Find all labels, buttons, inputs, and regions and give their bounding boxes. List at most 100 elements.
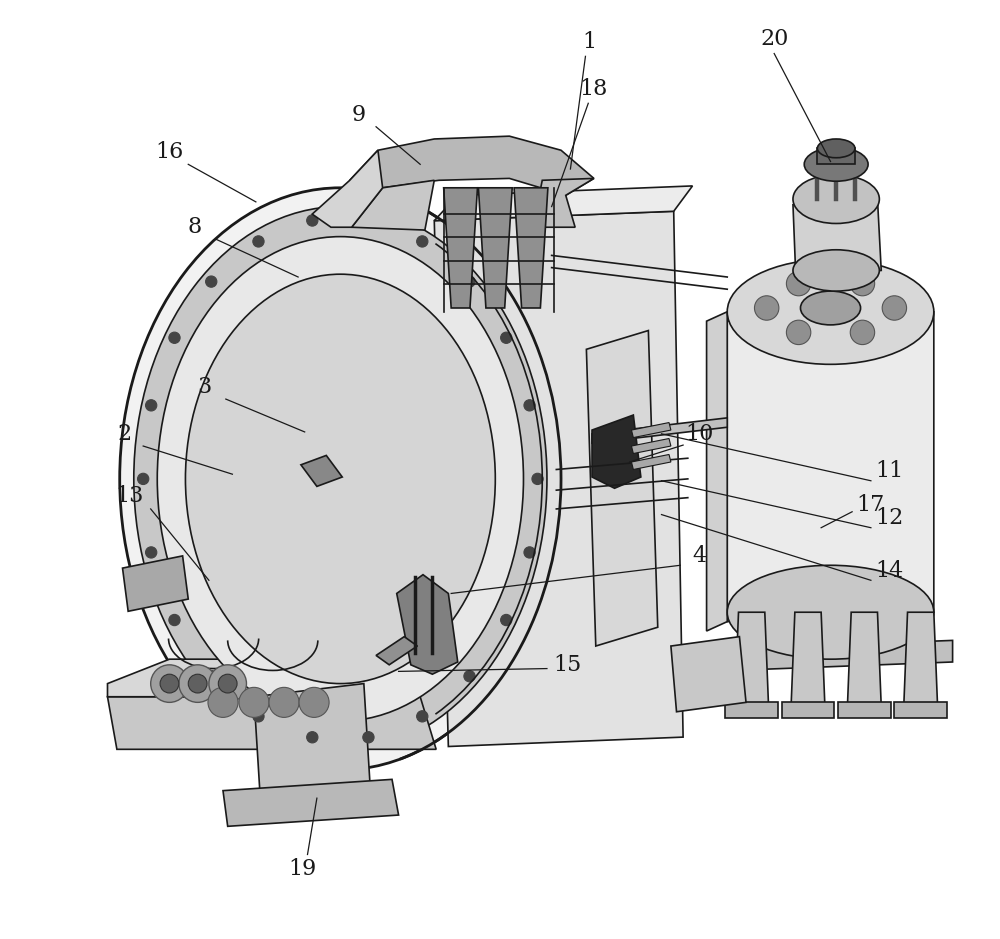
Polygon shape bbox=[254, 684, 370, 803]
Circle shape bbox=[417, 711, 428, 722]
Polygon shape bbox=[817, 148, 855, 164]
Circle shape bbox=[464, 276, 475, 287]
Circle shape bbox=[307, 731, 318, 743]
Ellipse shape bbox=[727, 565, 934, 659]
Circle shape bbox=[882, 296, 907, 320]
Polygon shape bbox=[223, 779, 399, 826]
Text: 13: 13 bbox=[115, 485, 143, 507]
Polygon shape bbox=[350, 136, 594, 195]
Circle shape bbox=[269, 687, 299, 717]
Polygon shape bbox=[735, 612, 769, 706]
Polygon shape bbox=[514, 188, 548, 308]
Ellipse shape bbox=[134, 207, 547, 751]
Text: 14: 14 bbox=[876, 560, 904, 582]
Circle shape bbox=[160, 674, 179, 693]
Polygon shape bbox=[592, 415, 641, 488]
Circle shape bbox=[524, 400, 535, 411]
Text: 18: 18 bbox=[580, 78, 608, 100]
Ellipse shape bbox=[727, 259, 934, 364]
Polygon shape bbox=[376, 637, 417, 665]
Circle shape bbox=[208, 687, 238, 717]
Polygon shape bbox=[592, 418, 727, 443]
Ellipse shape bbox=[817, 139, 855, 158]
Circle shape bbox=[850, 271, 875, 296]
Text: 17: 17 bbox=[857, 494, 885, 516]
Polygon shape bbox=[301, 455, 342, 486]
Polygon shape bbox=[397, 575, 458, 674]
Circle shape bbox=[253, 236, 264, 247]
Text: 3: 3 bbox=[197, 376, 211, 398]
Circle shape bbox=[417, 236, 428, 247]
Circle shape bbox=[146, 546, 157, 558]
Circle shape bbox=[501, 332, 512, 344]
Polygon shape bbox=[894, 702, 947, 718]
Circle shape bbox=[206, 276, 217, 287]
Polygon shape bbox=[631, 439, 671, 454]
Ellipse shape bbox=[157, 237, 523, 721]
Polygon shape bbox=[107, 697, 436, 749]
Circle shape bbox=[218, 674, 237, 693]
Polygon shape bbox=[904, 612, 938, 706]
Polygon shape bbox=[478, 188, 512, 308]
Polygon shape bbox=[631, 454, 671, 470]
Polygon shape bbox=[782, 702, 834, 718]
Text: 11: 11 bbox=[876, 460, 904, 483]
Text: 19: 19 bbox=[289, 857, 317, 880]
Text: 20: 20 bbox=[760, 28, 788, 51]
Polygon shape bbox=[434, 211, 683, 747]
Circle shape bbox=[754, 296, 779, 320]
Polygon shape bbox=[725, 702, 778, 718]
Circle shape bbox=[501, 614, 512, 625]
Ellipse shape bbox=[185, 274, 495, 684]
Circle shape bbox=[363, 731, 374, 743]
Ellipse shape bbox=[804, 147, 868, 181]
Ellipse shape bbox=[793, 250, 879, 291]
Circle shape bbox=[253, 711, 264, 722]
Text: 16: 16 bbox=[155, 141, 184, 163]
Polygon shape bbox=[533, 178, 594, 227]
Text: 8: 8 bbox=[188, 216, 202, 239]
Circle shape bbox=[850, 320, 875, 345]
Polygon shape bbox=[847, 612, 881, 706]
Circle shape bbox=[464, 670, 475, 682]
Circle shape bbox=[146, 400, 157, 411]
Text: 12: 12 bbox=[876, 507, 904, 530]
Circle shape bbox=[169, 332, 180, 344]
Text: 2: 2 bbox=[117, 423, 131, 445]
Circle shape bbox=[188, 674, 207, 693]
Polygon shape bbox=[444, 188, 477, 308]
Circle shape bbox=[786, 320, 811, 345]
Circle shape bbox=[239, 687, 269, 717]
Ellipse shape bbox=[120, 188, 561, 770]
Circle shape bbox=[206, 670, 217, 682]
Polygon shape bbox=[312, 150, 383, 227]
Circle shape bbox=[209, 665, 246, 702]
Polygon shape bbox=[708, 640, 953, 671]
Polygon shape bbox=[123, 556, 188, 611]
Polygon shape bbox=[707, 312, 727, 631]
Text: 15: 15 bbox=[553, 654, 582, 676]
Circle shape bbox=[786, 271, 811, 296]
Circle shape bbox=[532, 473, 543, 485]
Circle shape bbox=[299, 687, 329, 717]
Polygon shape bbox=[793, 199, 881, 276]
Circle shape bbox=[138, 473, 149, 485]
Polygon shape bbox=[107, 659, 436, 697]
Polygon shape bbox=[791, 612, 825, 706]
Circle shape bbox=[524, 546, 535, 558]
Circle shape bbox=[151, 665, 188, 702]
Polygon shape bbox=[352, 180, 434, 230]
Polygon shape bbox=[631, 423, 671, 438]
Polygon shape bbox=[671, 637, 746, 712]
Polygon shape bbox=[727, 312, 934, 622]
Ellipse shape bbox=[800, 291, 861, 325]
Circle shape bbox=[363, 215, 374, 226]
Circle shape bbox=[169, 614, 180, 625]
Circle shape bbox=[307, 215, 318, 226]
Text: 4: 4 bbox=[692, 545, 706, 567]
Polygon shape bbox=[586, 331, 658, 646]
Polygon shape bbox=[838, 702, 891, 718]
Text: 1: 1 bbox=[582, 31, 596, 54]
Text: 9: 9 bbox=[352, 103, 366, 126]
Text: 10: 10 bbox=[685, 423, 713, 445]
